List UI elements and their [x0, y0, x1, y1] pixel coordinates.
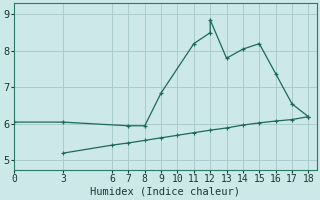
X-axis label: Humidex (Indice chaleur): Humidex (Indice chaleur)	[90, 187, 240, 197]
